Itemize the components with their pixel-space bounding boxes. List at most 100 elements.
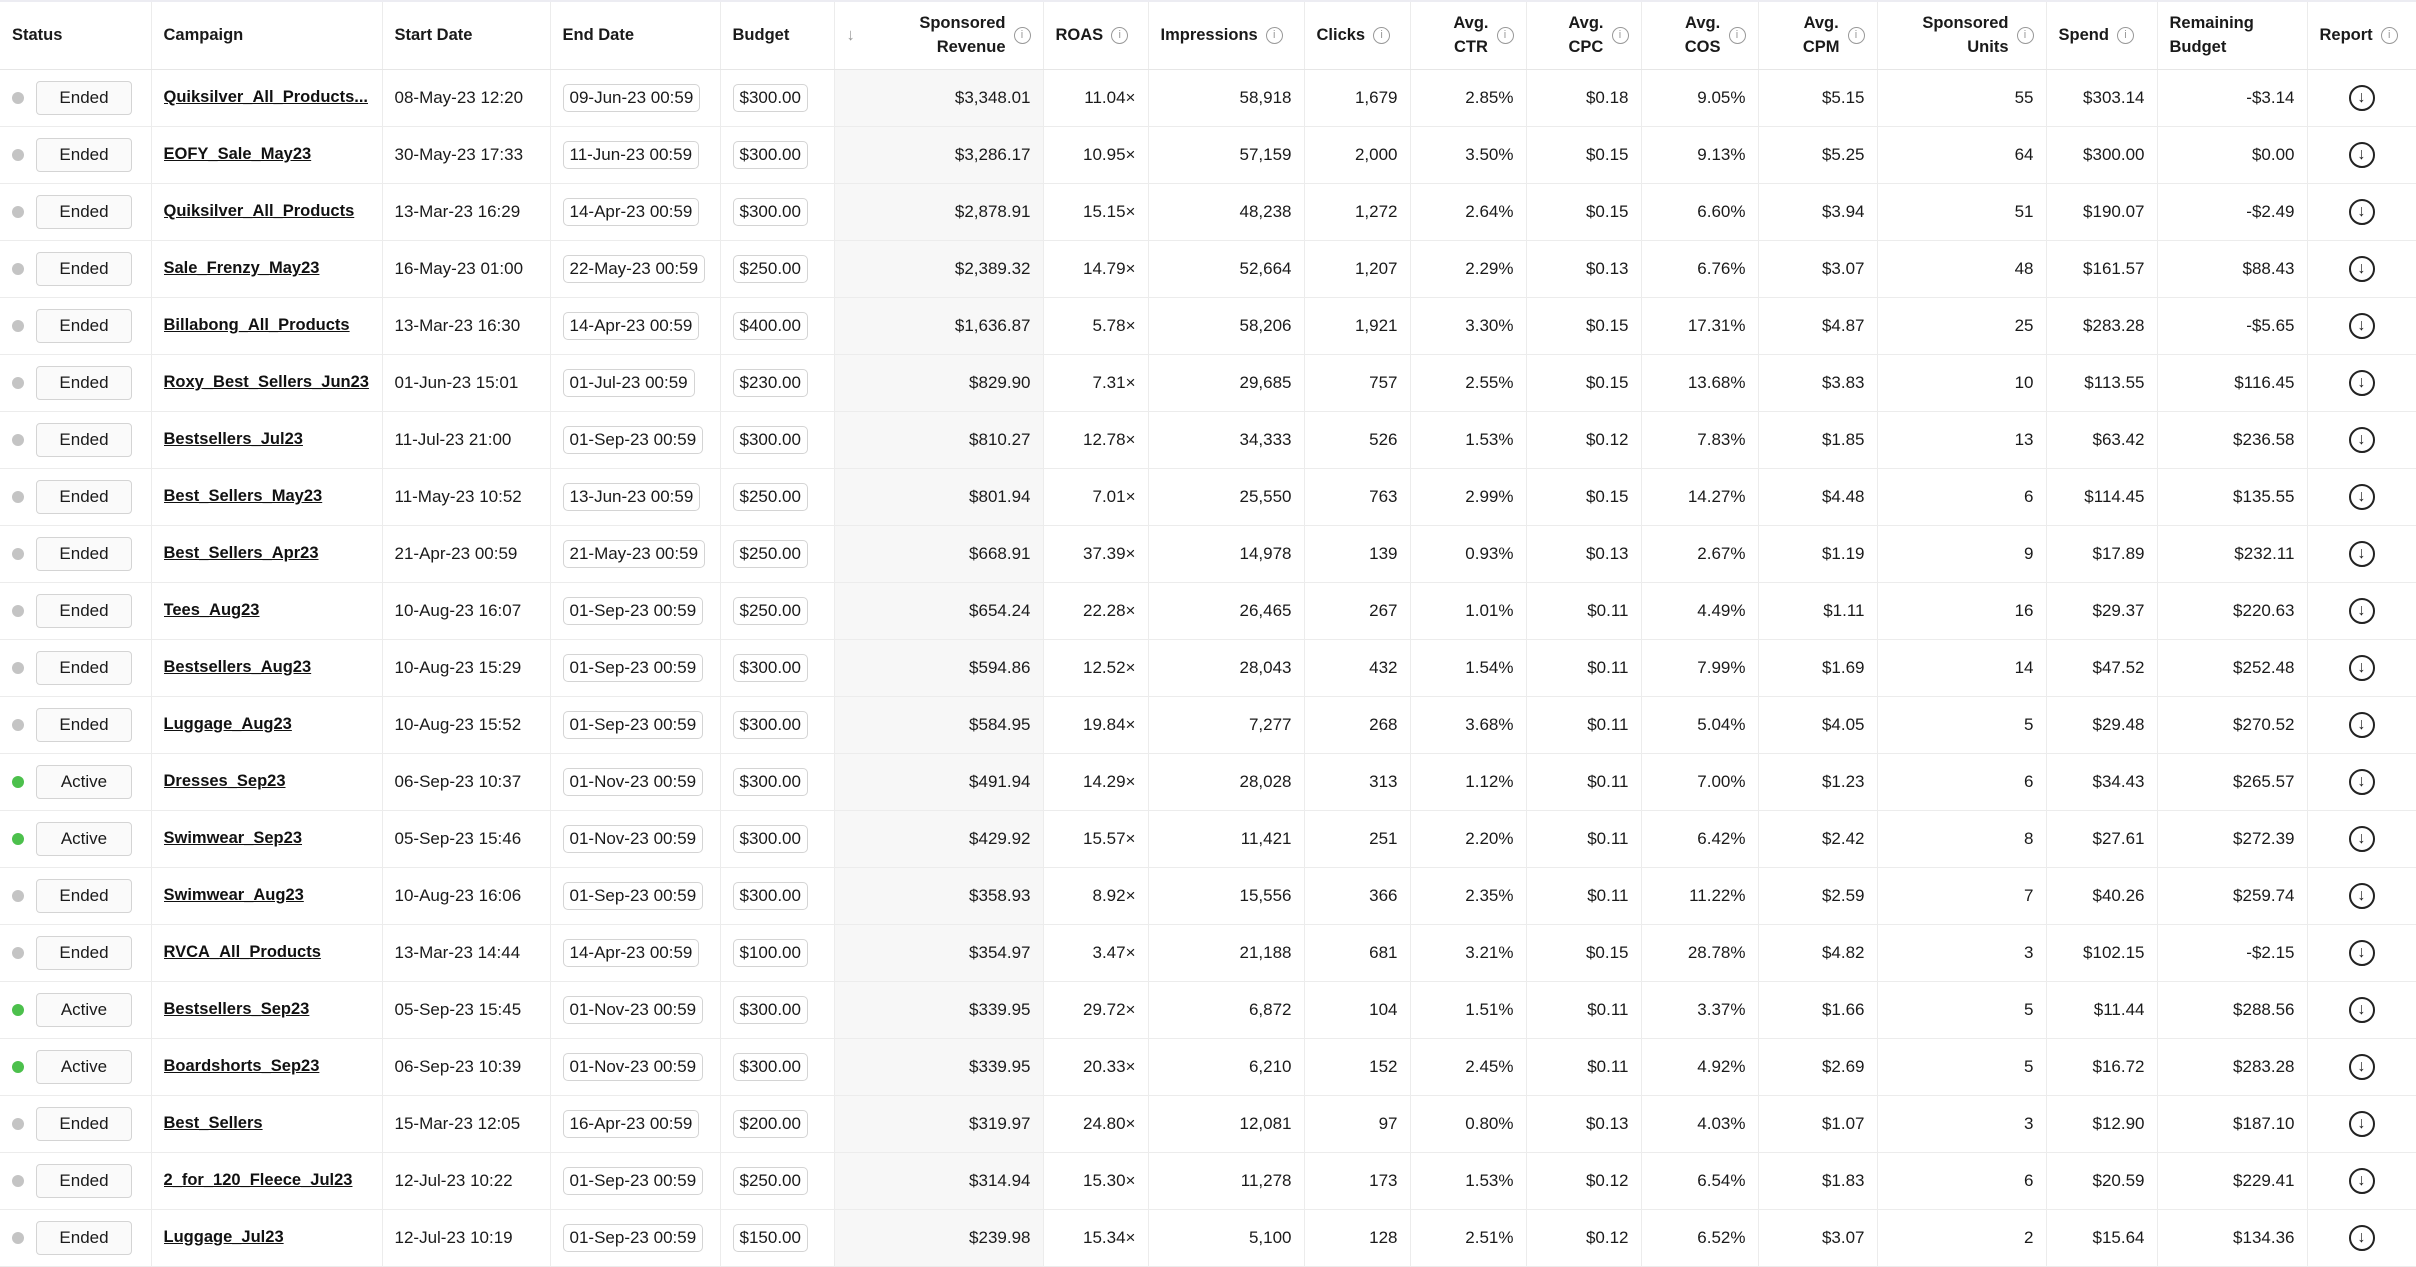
info-icon[interactable]: i	[1013, 26, 1031, 44]
header-roas[interactable]: ROAS i	[1043, 0, 1149, 70]
download-icon[interactable]: ↓	[2348, 654, 2375, 681]
campaign-link[interactable]: Best_Sellers_Apr23	[163, 544, 319, 562]
status-button[interactable]: Ended	[36, 194, 132, 229]
download-icon[interactable]: ↓	[2348, 483, 2375, 510]
end-date-input[interactable]: 01-Sep-23 00:59	[562, 1223, 704, 1252]
campaign-link[interactable]: EOFY_Sale_May23	[163, 145, 312, 163]
budget-input[interactable]: $400.00	[732, 311, 808, 340]
info-icon[interactable]: i	[1728, 26, 1746, 44]
info-icon[interactable]: i	[2380, 26, 2398, 44]
download-icon[interactable]: ↓	[2348, 255, 2375, 282]
download-icon[interactable]: ↓	[2348, 711, 2375, 738]
campaign-link[interactable]: Swimwear_Aug23	[163, 886, 304, 904]
download-icon[interactable]: ↓	[2348, 369, 2375, 396]
status-button[interactable]: Ended	[36, 935, 132, 970]
status-button[interactable]: Ended	[36, 1220, 132, 1255]
campaign-link[interactable]: Bestsellers_Aug23	[163, 658, 312, 676]
download-icon[interactable]: ↓	[2348, 198, 2375, 225]
budget-input[interactable]: $100.00	[732, 938, 808, 967]
campaign-link[interactable]: Best_Sellers	[163, 1114, 263, 1132]
download-icon[interactable]: ↓	[2348, 84, 2375, 111]
budget-input[interactable]: $300.00	[732, 140, 808, 169]
header-spend[interactable]: Spend i	[2046, 0, 2158, 70]
header-sponsored-revenue[interactable]: ↓ Sponsored Revenue i	[834, 0, 1044, 70]
status-button[interactable]: Ended	[36, 1163, 132, 1198]
campaign-link[interactable]: Quiksilver_All_Products	[163, 202, 355, 220]
status-button[interactable]: Ended	[36, 479, 132, 514]
info-icon[interactable]: i	[1111, 26, 1129, 44]
download-icon[interactable]: ↓	[2348, 1110, 2375, 1137]
campaign-link[interactable]: Swimwear_Sep23	[163, 829, 303, 847]
campaign-link[interactable]: RVCA_All_Products	[163, 943, 321, 961]
header-impressions[interactable]: Impressions i	[1148, 0, 1305, 70]
budget-input[interactable]: $300.00	[732, 824, 808, 853]
download-icon[interactable]: ↓	[2348, 540, 2375, 567]
end-date-input[interactable]: 21-May-23 00:59	[562, 539, 706, 568]
end-date-input[interactable]: 22-May-23 00:59	[562, 254, 706, 283]
status-button[interactable]: Active	[36, 1049, 132, 1084]
budget-input[interactable]: $300.00	[732, 710, 808, 739]
end-date-input[interactable]: 16-Apr-23 00:59	[562, 1109, 700, 1138]
download-icon[interactable]: ↓	[2348, 312, 2375, 339]
download-icon[interactable]: ↓	[2348, 141, 2375, 168]
download-icon[interactable]: ↓	[2348, 825, 2375, 852]
budget-input[interactable]: $300.00	[732, 653, 808, 682]
download-icon[interactable]: ↓	[2348, 426, 2375, 453]
status-button[interactable]: Ended	[36, 707, 132, 742]
budget-input[interactable]: $300.00	[732, 1052, 808, 1081]
end-date-input[interactable]: 14-Apr-23 00:59	[562, 938, 700, 967]
download-icon[interactable]: ↓	[2348, 1053, 2375, 1080]
budget-input[interactable]: $300.00	[732, 881, 808, 910]
end-date-input[interactable]: 01-Sep-23 00:59	[562, 881, 704, 910]
end-date-input[interactable]: 13-Jun-23 00:59	[562, 482, 701, 511]
end-date-input[interactable]: 01-Nov-23 00:59	[562, 1052, 704, 1081]
status-button[interactable]: Ended	[36, 251, 132, 286]
campaign-link[interactable]: Roxy_Best_Sellers_Jun23	[163, 373, 369, 391]
campaign-link[interactable]: Boardshorts_Sep23	[163, 1057, 320, 1075]
end-date-input[interactable]: 01-Nov-23 00:59	[562, 767, 704, 796]
status-button[interactable]: Ended	[36, 650, 132, 685]
download-icon[interactable]: ↓	[2348, 768, 2375, 795]
budget-input[interactable]: $300.00	[732, 197, 808, 226]
status-button[interactable]: Ended	[36, 365, 132, 400]
budget-input[interactable]: $230.00	[732, 368, 808, 397]
campaign-link[interactable]: Sale_Frenzy_May23	[163, 259, 320, 277]
budget-input[interactable]: $200.00	[732, 1109, 808, 1138]
header-campaign[interactable]: Campaign	[151, 0, 383, 70]
end-date-input[interactable]: 01-Sep-23 00:59	[562, 425, 704, 454]
budget-input[interactable]: $250.00	[732, 596, 808, 625]
info-icon[interactable]: i	[1373, 26, 1391, 44]
header-status[interactable]: Status	[0, 0, 152, 70]
end-date-input[interactable]: 01-Sep-23 00:59	[562, 1166, 704, 1195]
campaign-link[interactable]: Tees_Aug23	[163, 601, 260, 619]
budget-input[interactable]: $300.00	[732, 425, 808, 454]
header-clicks[interactable]: Clicks i	[1304, 0, 1411, 70]
campaign-link[interactable]: Bestsellers_Jul23	[163, 430, 303, 448]
end-date-input[interactable]: 01-Jul-23 00:59	[562, 368, 695, 397]
download-icon[interactable]: ↓	[2348, 1224, 2375, 1251]
end-date-input[interactable]: 14-Apr-23 00:59	[562, 311, 700, 340]
header-sponsored-units[interactable]: Sponsored Units i	[1877, 0, 2047, 70]
arrow-down-icon[interactable]: ↓	[846, 26, 855, 45]
campaign-link[interactable]: Luggage_Aug23	[163, 715, 292, 733]
campaign-link[interactable]: 2_for_120_Fleece_Jul23	[163, 1171, 353, 1189]
header-report[interactable]: Report i	[2307, 0, 2416, 70]
budget-input[interactable]: $150.00	[732, 1223, 808, 1252]
header-end-date[interactable]: End Date	[550, 0, 721, 70]
header-start-date[interactable]: Start Date	[382, 0, 551, 70]
info-icon[interactable]: i	[1496, 26, 1514, 44]
budget-input[interactable]: $250.00	[732, 254, 808, 283]
download-icon[interactable]: ↓	[2348, 996, 2375, 1023]
budget-input[interactable]: $300.00	[732, 83, 808, 112]
budget-input[interactable]: $250.00	[732, 482, 808, 511]
status-button[interactable]: Ended	[36, 1106, 132, 1141]
campaign-link[interactable]: Best_Sellers_May23	[163, 487, 323, 505]
end-date-input[interactable]: 01-Sep-23 00:59	[562, 596, 704, 625]
download-icon[interactable]: ↓	[2348, 939, 2375, 966]
end-date-input[interactable]: 09-Jun-23 00:59	[562, 83, 701, 112]
info-icon[interactable]: i	[1611, 26, 1629, 44]
status-button[interactable]: Ended	[36, 308, 132, 343]
campaign-link[interactable]: Quiksilver_All_Products...	[163, 88, 369, 106]
header-avg-cpm[interactable]: Avg. CPM i	[1758, 0, 1878, 70]
status-button[interactable]: Ended	[36, 536, 132, 571]
